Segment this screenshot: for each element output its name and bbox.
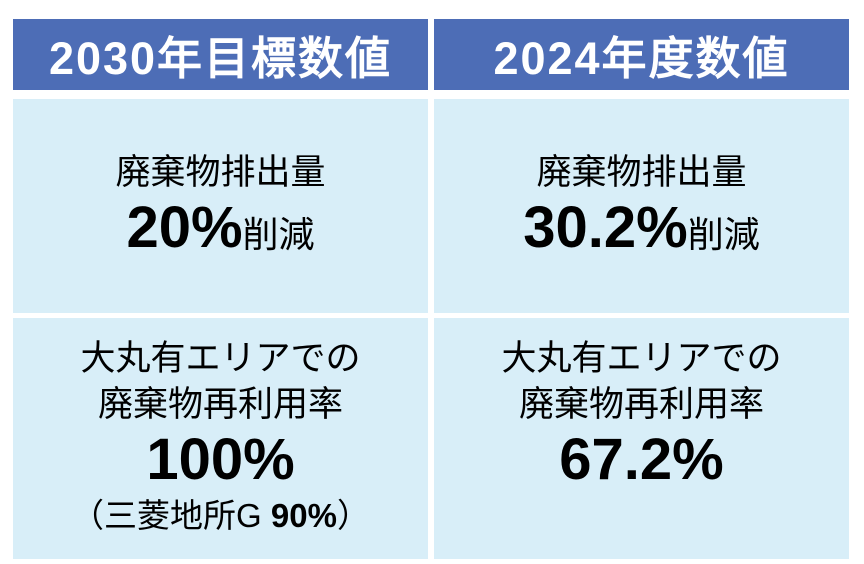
target-reuse-note: （三菱地所G 90%） [71, 494, 370, 539]
actual-column-header: 2024年度数値 [434, 19, 849, 90]
target-column: 2030年目標数値 廃棄物排出量 20% 削減 大丸有エリアでの 廃棄物再利用率 … [13, 19, 428, 559]
target-reuse-value: 100% [146, 427, 295, 492]
actual-column: 2024年度数値 廃棄物排出量 30.2% 削減 大丸有エリアでの 廃棄物再利用率… [434, 19, 849, 559]
target-reuse-label-line2: 廃棄物再利用率 [97, 384, 343, 424]
actual-waste-value: 30.2% [523, 195, 688, 261]
actual-reuse-cell: 大丸有エリアでの 廃棄物再利用率 67.2% [434, 318, 849, 559]
target-reuse-cell: 大丸有エリアでの 廃棄物再利用率 100% （三菱地所G 90%） [13, 318, 428, 559]
target-waste-label: 廃棄物排出量 [115, 152, 326, 192]
actual-waste-suffix: 削減 [687, 214, 760, 256]
actual-waste-label: 廃棄物排出量 [536, 152, 747, 192]
actual-reuse-label-line1: 大丸有エリアでの [501, 339, 782, 378]
target-reuse-note-value: 90% [270, 496, 337, 534]
target-column-header: 2030年目標数値 [13, 19, 428, 90]
target-waste-value: 20% [126, 195, 243, 261]
target-reuse-label-line1: 大丸有エリアでの [80, 339, 361, 378]
target-reuse-note-prefix: （三菱地所G [71, 496, 271, 534]
actual-reuse-value: 67.2% [559, 427, 724, 492]
actual-waste-cell: 廃棄物排出量 30.2% 削減 [434, 99, 849, 313]
target-waste-value-line: 20% 削減 [126, 195, 314, 262]
target-reuse-note-suffix: ） [336, 496, 370, 534]
actual-waste-value-line: 30.2% 削減 [523, 195, 759, 262]
target-waste-cell: 廃棄物排出量 20% 削減 [13, 99, 428, 313]
actual-reuse-label-line2: 廃棄物再利用率 [518, 384, 764, 424]
target-waste-suffix: 削減 [242, 214, 315, 256]
